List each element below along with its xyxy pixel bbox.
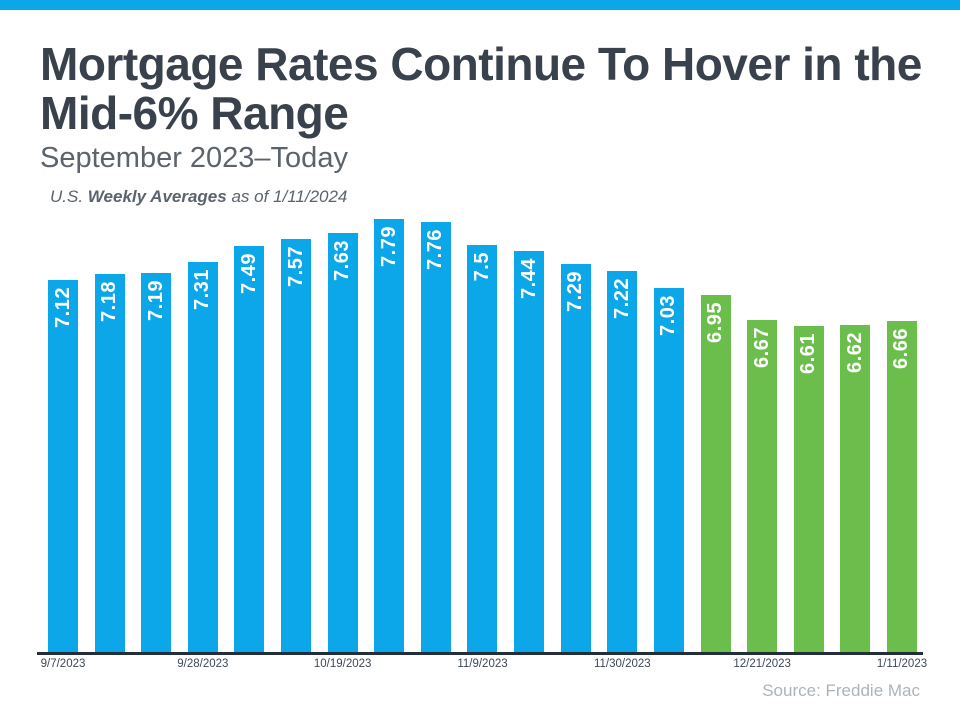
note-highlight: Weekly Averages (87, 187, 227, 206)
x-axis-tick-label: 9/7/2023 (40, 658, 86, 670)
tick-slot (234, 658, 264, 670)
x-axis-tick-label: 11/9/2023 (457, 658, 508, 670)
bar-value-label: 6.61 (797, 333, 820, 374)
x-axis-tick-label: 9/28/2023 (177, 658, 229, 670)
tick-slot: 1/11/2023 (877, 658, 927, 670)
bar: 6.95 (700, 295, 731, 653)
bar: 7.5 (467, 245, 498, 653)
tick-slot (95, 658, 125, 670)
tick-slot: 9/28/2023 (177, 658, 228, 670)
bar-value-label: 7.76 (424, 229, 447, 270)
bar: 7.63 (327, 233, 358, 653)
bar-value-label: 7.22 (610, 278, 633, 319)
x-axis-tick-labels: 9/7/2023 9/28/2023 10/19/2023 11/9/2023 11/3… (41, 658, 928, 670)
bar-value-label: 7.57 (284, 246, 307, 287)
bar: 7.44 (514, 251, 545, 653)
chart-subtitle: September 2023–Today (40, 142, 348, 174)
bar-value-label: 7.79 (377, 226, 400, 267)
bar-value-label: 7.44 (517, 258, 540, 299)
bar: 7.03 (653, 288, 684, 653)
bar-value-label: 7.5 (470, 252, 493, 282)
tick-slot (141, 658, 171, 670)
tick-slot (281, 658, 311, 670)
bar-value-label: 6.66 (890, 328, 913, 369)
tick-slot (840, 658, 870, 670)
tick-slot (701, 658, 731, 670)
bar-value-label: 7.63 (331, 240, 354, 281)
tick-slot: 11/9/2023 (457, 658, 507, 670)
bar: 7.19 (141, 273, 172, 653)
tick-slot (794, 658, 824, 670)
x-axis-line (37, 652, 923, 655)
tick-slot (374, 658, 404, 670)
bar: 6.61 (793, 326, 824, 653)
note-suffix: as of 1/11/2024 (226, 187, 348, 206)
source-attribution: Source: Freddie Mac (762, 681, 920, 700)
tick-slot (421, 658, 451, 670)
bar: 6.62 (840, 325, 871, 653)
bar-chart-plot-area: 7.12 7.18 7.19 7.31 7.49 7.57 7.63 7.79 7.76 7.5 7… (48, 219, 917, 653)
bar-value-label: 6.95 (704, 302, 727, 343)
page-title: Mortgage Rates Continue To Hover in the M… (40, 40, 930, 138)
bar-value-label: 6.67 (750, 327, 773, 368)
title-line-1: Mortgage Rates Continue To Hover in the (40, 38, 922, 90)
bar: 7.18 (94, 274, 125, 653)
tick-slot: 12/21/2023 (733, 658, 791, 670)
bar-value-label: 7.03 (657, 295, 680, 336)
bar: 7.31 (187, 262, 218, 653)
tick-slot (654, 658, 684, 670)
bar-value-label: 7.49 (237, 253, 260, 294)
bar: 7.79 (374, 219, 405, 653)
bar: 6.66 (886, 321, 917, 653)
top-accent-bar (0, 0, 960, 10)
bar-value-label: 7.19 (144, 280, 167, 321)
chart-note: U.S. Weekly Averages as of 1/11/2024 (50, 186, 930, 208)
note-prefix: U.S. (50, 187, 88, 206)
bar: 7.57 (281, 239, 312, 653)
bar-value-label: 6.62 (843, 332, 866, 373)
tick-slot: 11/30/2023 (594, 658, 651, 670)
tick-slot: 9/7/2023 (41, 658, 86, 670)
bar: 7.22 (607, 271, 638, 653)
tick-slot (561, 658, 591, 670)
bar-value-label: 7.12 (51, 287, 74, 328)
x-axis-tick-label: 10/19/2023 (313, 658, 372, 670)
bar: 6.67 (747, 320, 778, 653)
tick-slot: 10/19/2023 (314, 658, 372, 670)
x-axis-tick-label: 12/21/2023 (733, 658, 791, 670)
bar: 7.76 (420, 222, 451, 653)
bar: 7.29 (560, 264, 591, 653)
tick-slot (514, 658, 544, 670)
bar-value-label: 7.29 (564, 271, 587, 312)
title-line-2: Mid-6% Range (40, 87, 349, 139)
bar: 7.49 (234, 246, 265, 653)
bar-value-label: 7.18 (98, 281, 121, 322)
x-axis-tick-label: 1/11/2023 (876, 658, 928, 670)
bar: 7.12 (48, 280, 78, 653)
x-axis-tick-label: 11/30/2023 (593, 658, 651, 670)
bar-value-label: 7.31 (191, 269, 214, 310)
chart-header: Mortgage Rates Continue To Hover in the M… (40, 40, 930, 208)
